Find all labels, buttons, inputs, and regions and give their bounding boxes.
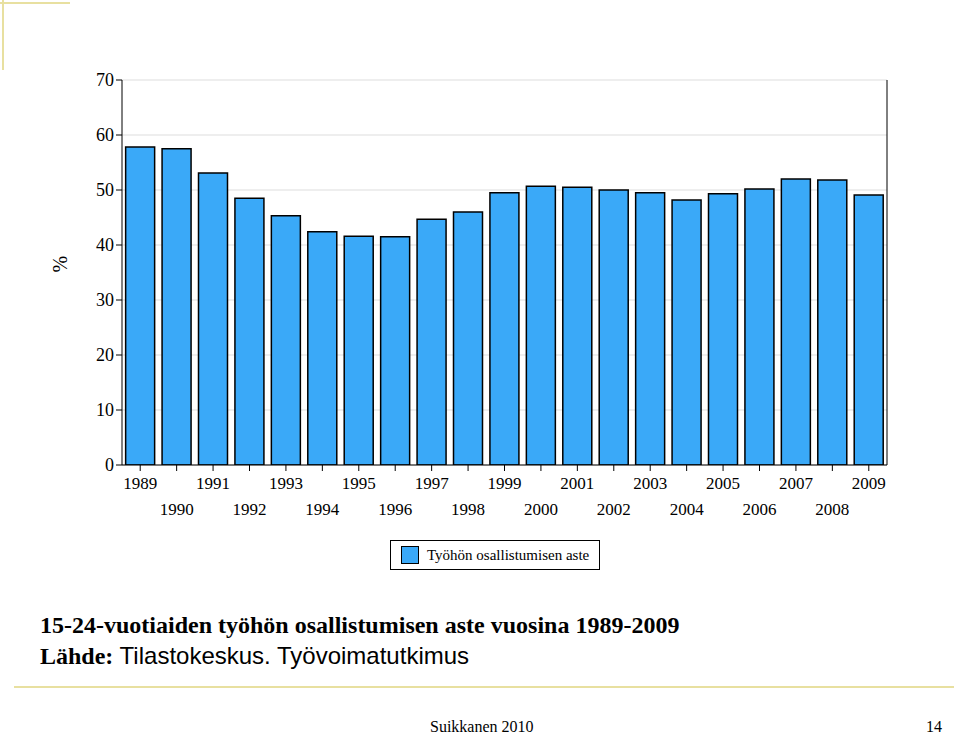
svg-text:40: 40 — [96, 235, 114, 255]
html-text:Suikkanen 2010: Suikkanen 2010 — [430, 718, 534, 735]
svg-text:30: 30 — [96, 290, 114, 310]
svg-text:60: 60 — [96, 125, 114, 145]
svg-text:1999: 1999 — [488, 474, 522, 493]
html-text:Työhön osallistumisen aste: Työhön osallistumisen aste — [427, 546, 590, 563]
html-text:Lähde: Tilastokeskus. Työvoima: Lähde: Tilastokeskus. Työvoimatutkimus — [40, 642, 469, 669]
svg-text:2002: 2002 — [597, 500, 631, 519]
svg-text:1991: 1991 — [196, 474, 230, 493]
svg-text:1989: 1989 — [123, 474, 157, 493]
svg-text:70: 70 — [96, 70, 114, 90]
svg-text:2003: 2003 — [633, 474, 667, 493]
html-text:14: 14 — [926, 718, 942, 735]
svg-text:50: 50 — [96, 180, 114, 200]
svg-text:1997: 1997 — [415, 474, 450, 493]
svg-text:1994: 1994 — [305, 500, 340, 519]
svg-text:1998: 1998 — [451, 500, 485, 519]
svg-text:1995: 1995 — [342, 474, 376, 493]
svg-text:1990: 1990 — [160, 500, 194, 519]
svg-text:2001: 2001 — [560, 474, 594, 493]
svg-text:1996: 1996 — [378, 500, 412, 519]
svg-text:0: 0 — [105, 455, 114, 475]
svg-text:2000: 2000 — [524, 500, 558, 519]
svg-text:2007: 2007 — [779, 474, 814, 493]
svg-text:2005: 2005 — [706, 474, 740, 493]
svg-text:%: % — [49, 256, 71, 273]
svg-text:2004: 2004 — [670, 500, 705, 519]
svg-text:2009: 2009 — [852, 474, 886, 493]
svg-text:1992: 1992 — [233, 500, 267, 519]
svg-text:2008: 2008 — [815, 500, 849, 519]
html-text:15-24-vuotiaiden työhön osalli: 15-24-vuotiaiden työhön osallistumisen a… — [40, 612, 680, 638]
svg-text:10: 10 — [96, 400, 114, 420]
svg-text:20: 20 — [96, 345, 114, 365]
svg-text:1993: 1993 — [269, 474, 303, 493]
svg-text:2006: 2006 — [743, 500, 777, 519]
